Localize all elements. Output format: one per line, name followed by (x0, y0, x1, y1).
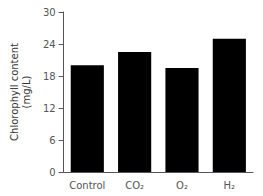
svg-text:CO₂: CO₂ (125, 180, 144, 191)
svg-text:30: 30 (43, 7, 56, 18)
svg-text:12: 12 (43, 103, 56, 114)
svg-text:(mg/L): (mg/L) (21, 75, 32, 108)
svg-text:Chlorophyll content: Chlorophyll content (9, 43, 20, 141)
svg-text:6: 6 (49, 135, 55, 146)
svg-text:Control: Control (69, 180, 105, 191)
svg-text:18: 18 (43, 71, 56, 82)
svg-text:O₂: O₂ (176, 180, 188, 191)
svg-text:0: 0 (49, 167, 55, 178)
svg-text:24: 24 (43, 39, 56, 50)
svg-text:H₂: H₂ (224, 180, 236, 191)
